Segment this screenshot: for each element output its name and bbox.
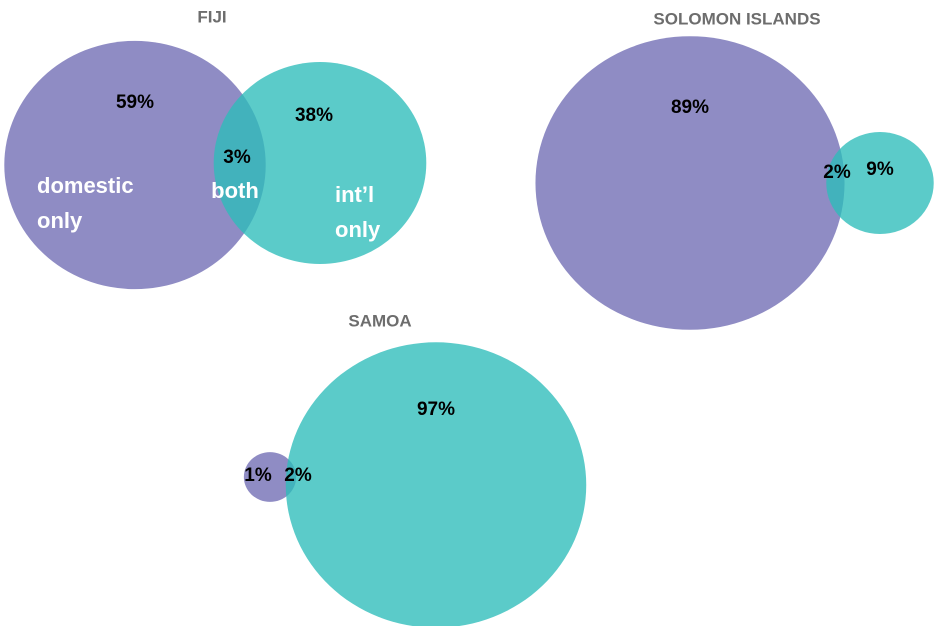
value-label: 1%	[244, 465, 272, 486]
chart-title: FIJI	[197, 7, 226, 26]
value-label: 59%	[116, 92, 154, 113]
set-circle	[826, 131, 934, 235]
value-label: 89%	[671, 97, 709, 118]
set-circle	[213, 62, 427, 264]
value-label: 2%	[823, 162, 851, 183]
set-circle	[285, 342, 587, 626]
set-label: domestic	[37, 173, 134, 198]
chart-title: SAMOA	[348, 311, 411, 330]
value-label: 2%	[284, 465, 312, 486]
set-circle	[4, 40, 266, 290]
chart-title: SOLOMON ISLANDS	[653, 9, 820, 28]
value-label: 3%	[223, 147, 251, 168]
value-label: 9%	[866, 159, 894, 180]
set-label: only	[335, 217, 381, 242]
set-label: both	[211, 178, 259, 203]
value-label: 97%	[417, 399, 455, 420]
set-label: only	[37, 208, 83, 233]
set-circle	[535, 36, 845, 330]
set-circle	[243, 452, 297, 502]
value-label: 38%	[295, 105, 333, 126]
set-label: int’l	[335, 182, 374, 207]
